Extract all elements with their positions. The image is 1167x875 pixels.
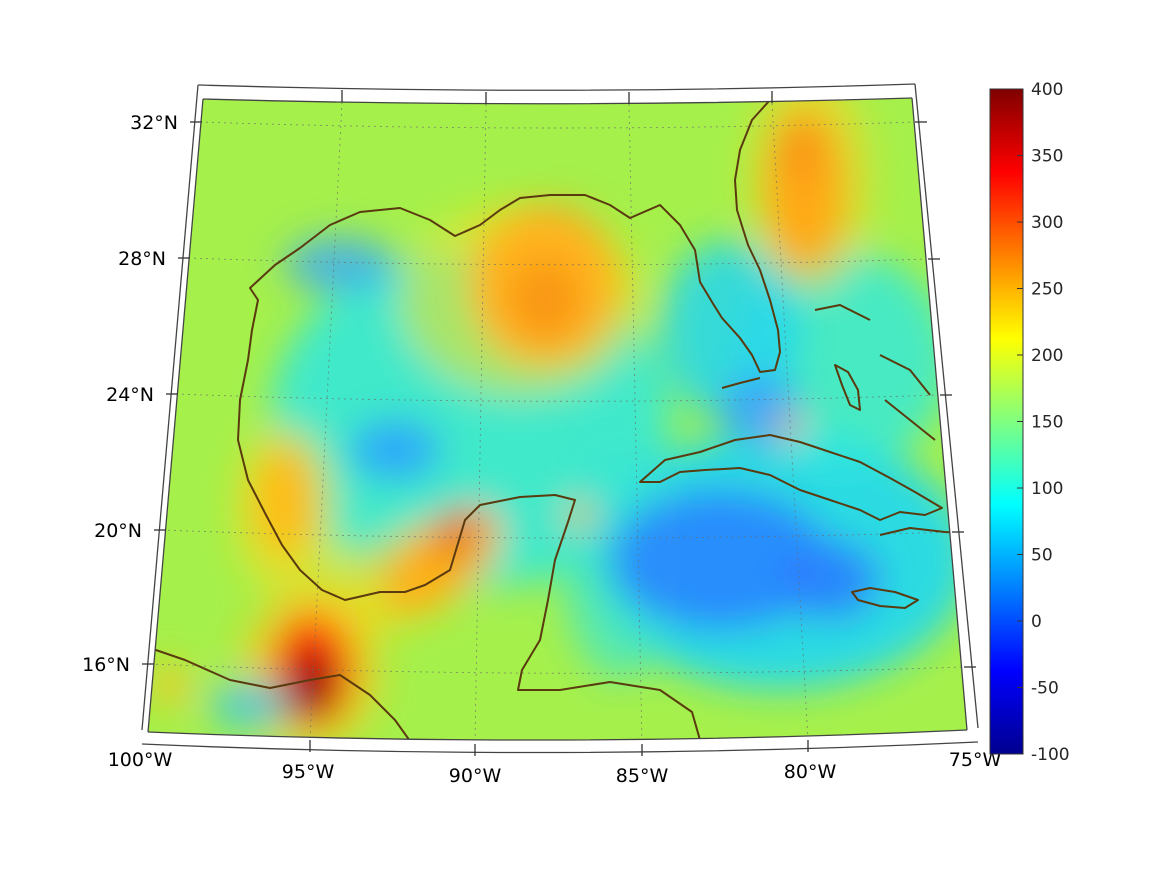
caribbean-low-east [780,540,880,620]
field-features [150,98,967,741]
cuba-coastline [639,434,943,521]
map-area[interactable] [140,70,980,760]
lat-label-16: 16°N [82,654,130,676]
colorbar-tick-neg50: -50 [1031,679,1059,699]
colorbar-tick-350: 350 [1031,147,1063,167]
caribbean-low [610,490,830,630]
lat-label-28: 28°N [118,248,166,270]
lon-label-95: 95°W [282,761,335,783]
colorbar-tick-250: 250 [1031,280,1063,300]
grid-lat-16 [149,663,965,674]
longitude-labels: 100°W 95°W 90°W 85°W 80°W 75°W [108,749,1002,787]
colorbar-tick-50: 50 [1031,546,1053,566]
gulfstream-halo [750,98,870,290]
bahamas-chain [814,304,936,441]
colorbar-tick-400: 400 [1031,80,1063,100]
frame-ticks [142,90,976,756]
lat-label-20: 20°N [94,520,142,542]
colorbar-tick-300: 300 [1031,213,1063,233]
florida-keys [721,377,761,389]
grid-lon-95 [309,101,343,741]
bahamas-andros [834,364,861,411]
colorbar-tick-neg100: -100 [1031,745,1070,765]
jamaica-coastline [851,587,919,609]
central-america-coast [149,647,416,741]
colorbar-tick-100: 100 [1031,479,1063,499]
tehuantepec-max [290,650,334,720]
lon-label-80: 80°W [784,761,837,783]
colorbar-tick-0: 0 [1031,612,1042,632]
central-gulf-low [350,420,440,480]
lon-label-100: 100°W [108,749,173,771]
map-frame [141,83,979,754]
lon-label-85: 85°W [616,765,669,787]
colorbar-tick-150: 150 [1031,413,1063,433]
coastlines [149,99,967,741]
colorbar: 400 350 300 250 200 150 100 50 0 -50 -10… [989,80,1070,765]
veracruz-halo [235,425,335,595]
gulf-coastline [237,99,781,741]
latitude-labels: 32°N 28°N 24°N 20°N 16°N [82,112,178,676]
lat-label-32: 32°N [130,112,178,134]
graticule [149,101,965,741]
colorbar-tick-200: 200 [1031,346,1063,366]
lon-label-75: 75°W [949,749,1002,771]
pacific-low [210,680,290,730]
west-florida-shelf-halo [400,205,640,395]
grid-lon-80 [771,102,809,741]
colorbar-ticks [1017,155,1023,688]
northwest-gulf-low [285,237,395,293]
grid-lat-32 [199,121,916,129]
lat-label-24: 24°N [106,384,154,406]
grid-lat-24 [175,393,941,402]
lon-label-90: 90°W [449,765,502,787]
pacific-high [150,663,190,707]
